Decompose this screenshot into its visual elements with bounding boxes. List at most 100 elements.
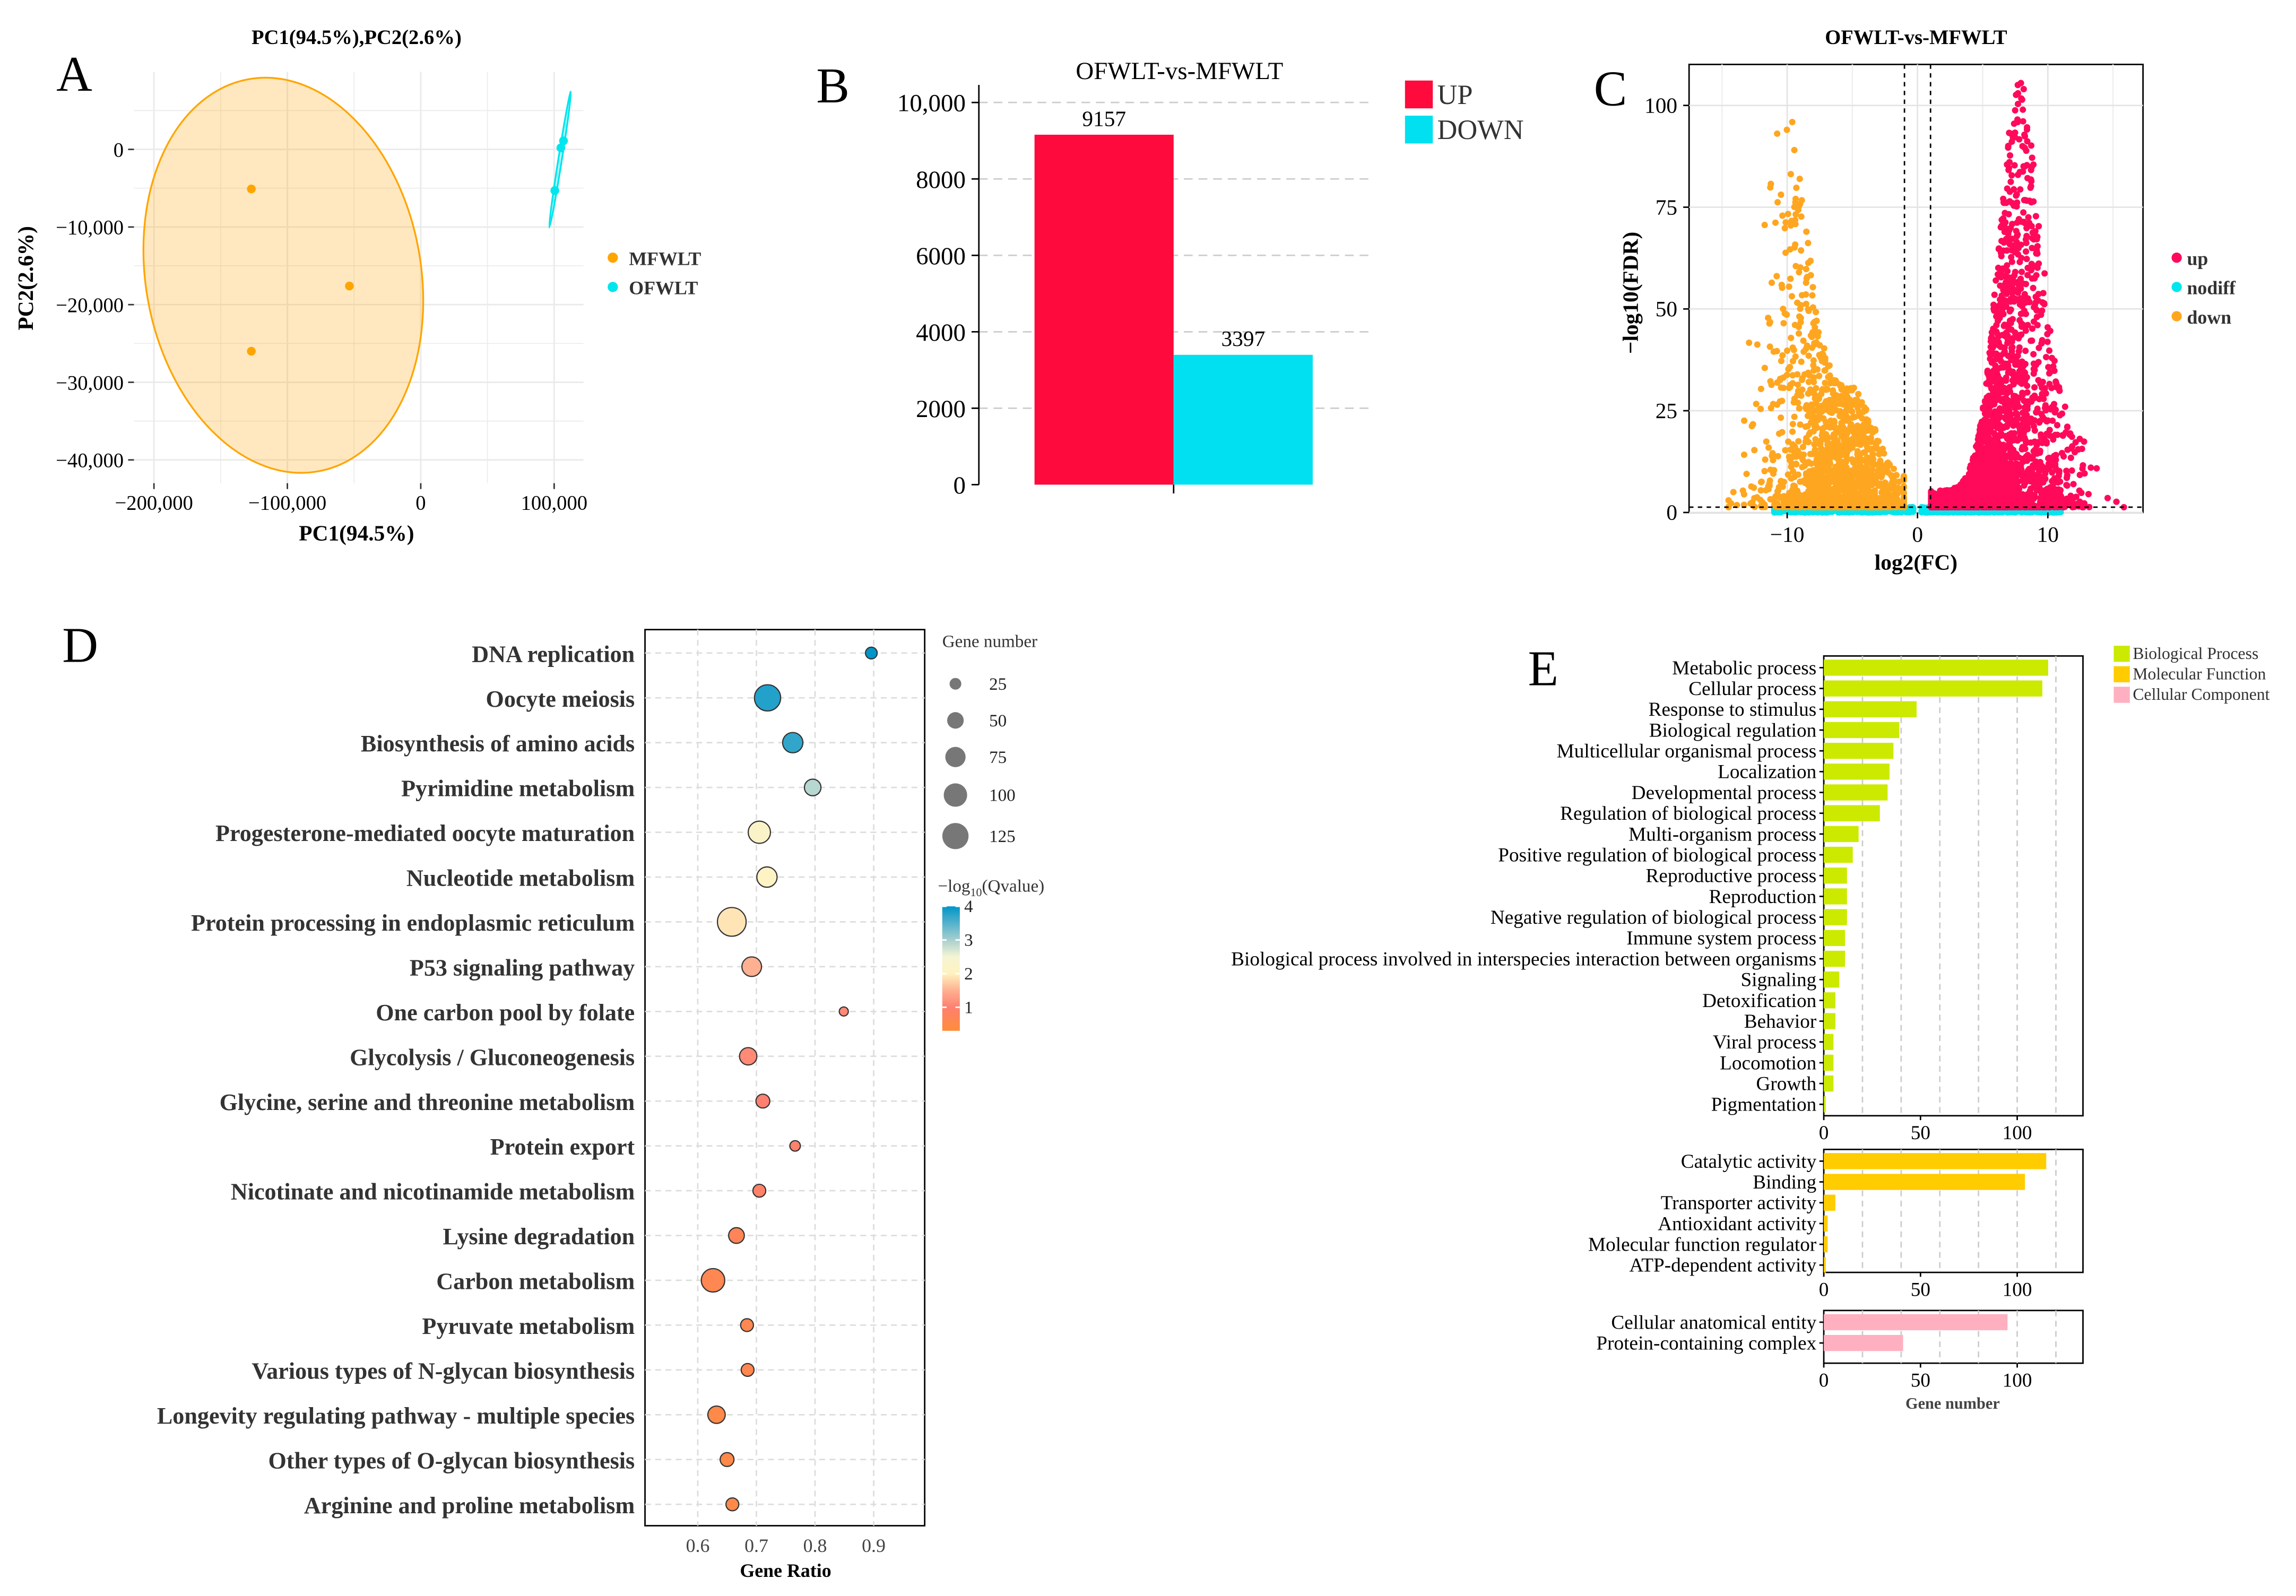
volcano-point-down — [1803, 345, 1809, 352]
volcano-point-down — [1779, 429, 1786, 436]
volcano-point-up — [2024, 138, 2031, 145]
volcano-point-down — [1767, 496, 1774, 503]
volcano-point-up — [2030, 448, 2037, 455]
volcano-point-up — [2029, 154, 2035, 161]
volcano-point-down — [1813, 385, 1820, 392]
volcano-point-down — [1794, 371, 1801, 378]
volcano-point-up — [2006, 431, 2013, 438]
volcano-point-nodiff — [1922, 508, 1930, 515]
pca-y-label: PC2(2.6%) — [13, 226, 38, 330]
volcano-point-down — [1777, 377, 1783, 384]
volcano-point-up — [2018, 268, 2025, 275]
legend-swatch-down — [1405, 116, 1433, 144]
volcano-point-up — [1968, 462, 1974, 469]
pca-point-mfwlt — [345, 281, 354, 291]
y-tick-label: 8000 — [916, 166, 966, 194]
volcano-point-down — [1803, 300, 1809, 307]
volcano-point-down — [1780, 320, 1787, 327]
volcano-point-down — [1766, 477, 1773, 484]
volcano-point-down — [1841, 448, 1849, 455]
volcano-point-down — [1814, 491, 1821, 499]
volcano-point-down — [1746, 339, 1753, 346]
y-tick-label: 6000 — [916, 242, 966, 270]
y-tick-label: 0 — [953, 472, 965, 499]
volcano-point-down — [1807, 473, 1814, 480]
volcano-point-down — [1880, 488, 1887, 495]
volcano-point-up — [2022, 248, 2030, 255]
volcano-point-down — [1854, 403, 1861, 410]
volcano-point-down — [1826, 474, 1833, 481]
y-tick-label: 4000 — [916, 319, 966, 346]
volcano-point-up — [1995, 432, 2002, 439]
volcano-point-down — [1831, 450, 1838, 457]
volcano-point-down — [1748, 483, 1755, 490]
volcano-panel-border — [1688, 64, 2144, 514]
volcano-point-down — [1797, 421, 1804, 428]
volcano-point-down — [1791, 473, 1798, 481]
volcano-point-down — [1824, 386, 1831, 393]
volcano-point-down — [1810, 375, 1817, 382]
volcano-point-down — [1900, 497, 1907, 504]
volcano-point-up — [2035, 223, 2042, 230]
volcano-point-up — [2015, 287, 2022, 294]
volcano-point-down — [1813, 309, 1820, 316]
volcano-point-down — [1781, 224, 1788, 232]
volcano-point-down — [1800, 478, 1807, 484]
volcano-point-down — [1774, 453, 1781, 459]
volcano-point-down — [1805, 259, 1812, 266]
volcano-point-down — [1791, 146, 1798, 153]
volcano-point-up — [2013, 228, 2020, 235]
volcano-point-down — [1868, 467, 1875, 474]
volcano-point-up — [2113, 498, 2120, 505]
volcano-point-down — [1798, 292, 1806, 299]
volcano-point-down — [1795, 381, 1801, 388]
volcano-point-down — [1781, 310, 1788, 317]
volcano-point-down — [1876, 459, 1883, 466]
volcano-point-down — [1868, 445, 1875, 453]
bar-value-label: 3397 — [1221, 326, 1266, 351]
legend-swatch-up — [1405, 80, 1433, 109]
volcano-point-up — [2070, 481, 2077, 488]
volcano-point-up — [2046, 380, 2053, 387]
volcano-point-down — [1766, 320, 1773, 327]
volcano-point-up — [2043, 353, 2050, 361]
volcano-point-down — [1757, 487, 1764, 494]
volcano-point-down — [1765, 444, 1772, 451]
volcano-point-down — [1848, 498, 1855, 505]
volcano-point-up — [2063, 467, 2070, 474]
volcano-point-up — [2028, 261, 2035, 267]
pca-point-mfwlt — [247, 184, 256, 194]
volcano-point-down — [1851, 492, 1858, 499]
volcano-point-down — [1787, 384, 1794, 391]
volcano-point-down — [1779, 352, 1786, 359]
volcano-point-nodiff — [1954, 509, 1961, 516]
volcano-point-down — [1867, 435, 1874, 441]
pca-point-ofwlt — [559, 136, 568, 145]
volcano-point-up — [2040, 290, 2047, 297]
volcano-point-down — [1743, 471, 1750, 478]
volcano-point-down — [1844, 456, 1851, 463]
volcano-x-label: log2(FC) — [1875, 550, 1957, 575]
volcano-point-down — [1893, 504, 1900, 510]
volcano-point-down — [1826, 480, 1833, 487]
volcano-point-down — [1799, 457, 1806, 464]
volcano-point-up — [2034, 439, 2041, 446]
volcano-point-down — [1856, 412, 1862, 419]
volcano-point-up — [2034, 242, 2041, 250]
volcano-point-down — [1800, 451, 1807, 458]
volcano-point-down — [1795, 392, 1802, 398]
volcano-point-up — [2078, 445, 2085, 453]
volcano-point-up — [2020, 106, 2026, 113]
volcano-point-down — [1774, 488, 1781, 495]
volcano-point-down — [1790, 468, 1797, 475]
volcano-point-down — [1758, 478, 1765, 485]
volcano-point-up — [2032, 299, 2039, 306]
volcano-point-down — [1886, 484, 1893, 491]
volcano-point-down — [1778, 414, 1784, 421]
volcano-point-up — [2049, 417, 2056, 424]
volcano-point-down — [1795, 330, 1803, 337]
y-tick-label: −30,000 — [56, 372, 124, 394]
volcano-point-down — [1814, 333, 1821, 340]
volcano-point-up — [2008, 138, 2015, 145]
